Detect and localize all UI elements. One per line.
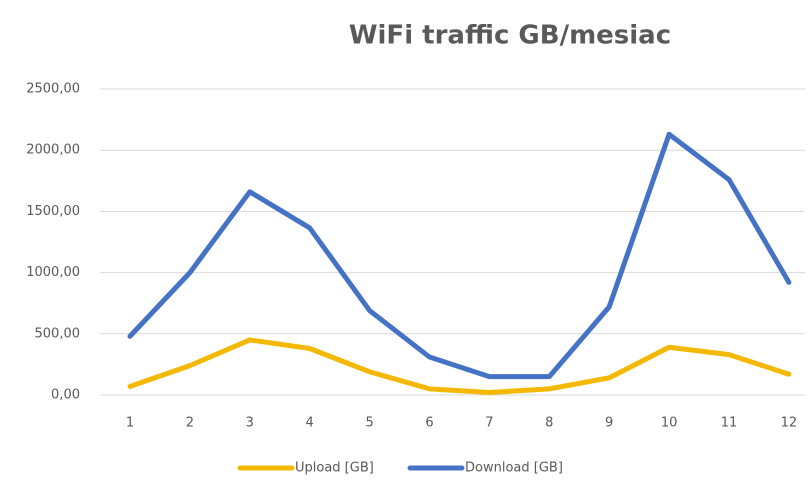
- y-tick-label: 2000,00: [26, 143, 80, 158]
- x-tick-label: 11: [721, 416, 738, 431]
- y-tick-label: 1500,00: [26, 204, 80, 219]
- y-tick-label: 500,00: [35, 326, 81, 341]
- data-line: [127, 337, 792, 396]
- x-tick-label: 3: [246, 416, 254, 431]
- x-tick-label: 5: [365, 416, 373, 431]
- y-tick-label: 2500,00: [26, 82, 80, 97]
- x-tick-label: 12: [781, 416, 798, 431]
- chart-title: WiFi traffic GB/mesiac: [349, 21, 671, 51]
- x-tick-label: 4: [306, 416, 314, 431]
- y-tick-label: 0,00: [51, 388, 80, 403]
- x-tick-label: 8: [545, 416, 553, 431]
- x-tick-label: 6: [425, 416, 433, 431]
- x-tick-label: 9: [605, 416, 613, 431]
- x-tick-label: 1: [126, 416, 134, 431]
- x-tick-label: 7: [485, 416, 493, 431]
- x-tick-label: 2: [186, 416, 194, 431]
- y-tick-label: 1000,00: [26, 265, 80, 280]
- x-tick-label: 10: [661, 416, 678, 431]
- data-line: [127, 131, 792, 380]
- legend-label: Upload [GB]: [295, 461, 374, 476]
- legend-label: Download [GB]: [465, 461, 563, 476]
